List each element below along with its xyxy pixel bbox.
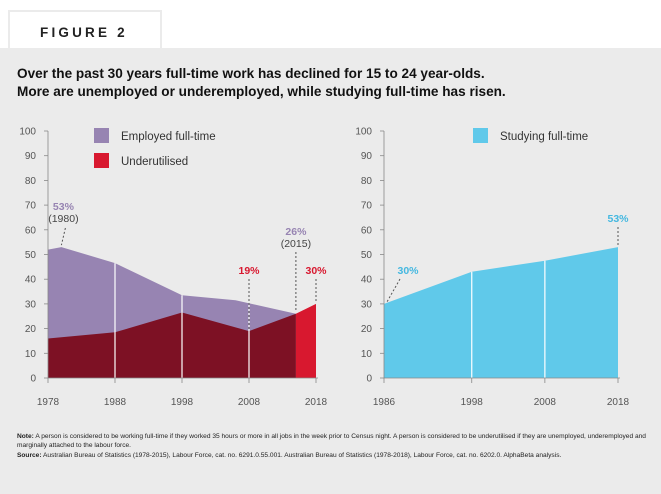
annotation-53pct-value: 53% bbox=[53, 201, 75, 213]
source-label: Source: bbox=[17, 451, 42, 459]
x-tick-label: 1986 bbox=[373, 397, 396, 408]
annotation-30pct-value: 30% bbox=[397, 265, 419, 277]
y-tick-label: 20 bbox=[25, 324, 37, 335]
source-paragraph: Source: Australian Bureau of Statistics … bbox=[17, 451, 647, 460]
x-tick-label: 2018 bbox=[305, 397, 328, 408]
y-tick-label: 50 bbox=[25, 250, 37, 261]
figure-tab bbox=[8, 10, 162, 48]
source-text: Australian Bureau of Statistics (1978-20… bbox=[43, 451, 562, 459]
y-tick-label: 70 bbox=[25, 201, 37, 212]
legend-label-employed: Employed full-time bbox=[121, 131, 216, 143]
y-tick-label: 100 bbox=[19, 127, 36, 138]
note-paragraph: Note: A person is considered to be worki… bbox=[17, 432, 647, 451]
y-tick-label: 40 bbox=[25, 275, 37, 286]
y-tick-label: 10 bbox=[361, 349, 373, 360]
y-tick-label: 30 bbox=[25, 299, 37, 310]
y-tick-label: 100 bbox=[355, 127, 372, 138]
chart-headline: Over the past 30 years full-time work ha… bbox=[17, 65, 637, 101]
legend-label-studying: Studying full-time bbox=[500, 131, 588, 143]
y-tick-label: 70 bbox=[361, 201, 373, 212]
note-label: Note: bbox=[17, 433, 34, 440]
legend-label-underutilised: Underutilised bbox=[121, 156, 188, 168]
underutilised-latest-area bbox=[295, 303, 316, 378]
x-tick-label: 1988 bbox=[104, 397, 127, 408]
annotation-19pct-value: 19% bbox=[238, 265, 260, 277]
x-tick-label: 2018 bbox=[607, 397, 630, 408]
headline-line-1: Over the past 30 years full-time work ha… bbox=[17, 66, 485, 81]
y-tick-label: 50 bbox=[361, 250, 373, 261]
underutilised-area bbox=[48, 312, 296, 378]
y-tick-label: 0 bbox=[30, 374, 36, 385]
annotation-53pct-year: (1980) bbox=[48, 213, 78, 225]
x-tick-label: 2008 bbox=[534, 397, 557, 408]
y-tick-label: 20 bbox=[361, 324, 373, 335]
y-tick-label: 80 bbox=[361, 176, 373, 187]
y-tick-label: 0 bbox=[366, 374, 372, 385]
annotation-53pct-leader bbox=[60, 227, 66, 246]
annotation-53pct-value: 53% bbox=[607, 213, 629, 225]
y-tick-label: 10 bbox=[25, 349, 37, 360]
headline-line-2: More are unemployed or underemployed, wh… bbox=[17, 84, 506, 99]
figure-label: FIGURE 2 bbox=[40, 25, 128, 40]
annotation-30pct-leader bbox=[386, 278, 401, 303]
x-tick-label: 2008 bbox=[238, 397, 261, 408]
annotation-30pct-value: 30% bbox=[305, 265, 327, 277]
note-text: A person is considered to be working ful… bbox=[17, 433, 646, 450]
x-tick-label: 1978 bbox=[37, 397, 60, 408]
y-tick-label: 40 bbox=[361, 275, 373, 286]
y-tick-label: 60 bbox=[361, 225, 373, 236]
x-tick-label: 1998 bbox=[171, 397, 194, 408]
annotation-26pct-year: (2015) bbox=[281, 238, 311, 250]
studying-area bbox=[384, 247, 618, 378]
x-tick-label: 1998 bbox=[461, 397, 484, 408]
y-tick-label: 30 bbox=[361, 299, 373, 310]
y-tick-label: 60 bbox=[25, 225, 37, 236]
y-tick-label: 90 bbox=[361, 151, 373, 162]
y-tick-label: 80 bbox=[25, 176, 37, 187]
legend-swatch-underutilised bbox=[94, 153, 109, 168]
legend-swatch-employed bbox=[94, 128, 109, 143]
notes: Note: A person is considered to be worki… bbox=[17, 432, 647, 460]
annotation-26pct-value: 26% bbox=[285, 226, 307, 238]
legend-swatch-studying bbox=[473, 128, 488, 143]
y-tick-label: 90 bbox=[25, 151, 37, 162]
